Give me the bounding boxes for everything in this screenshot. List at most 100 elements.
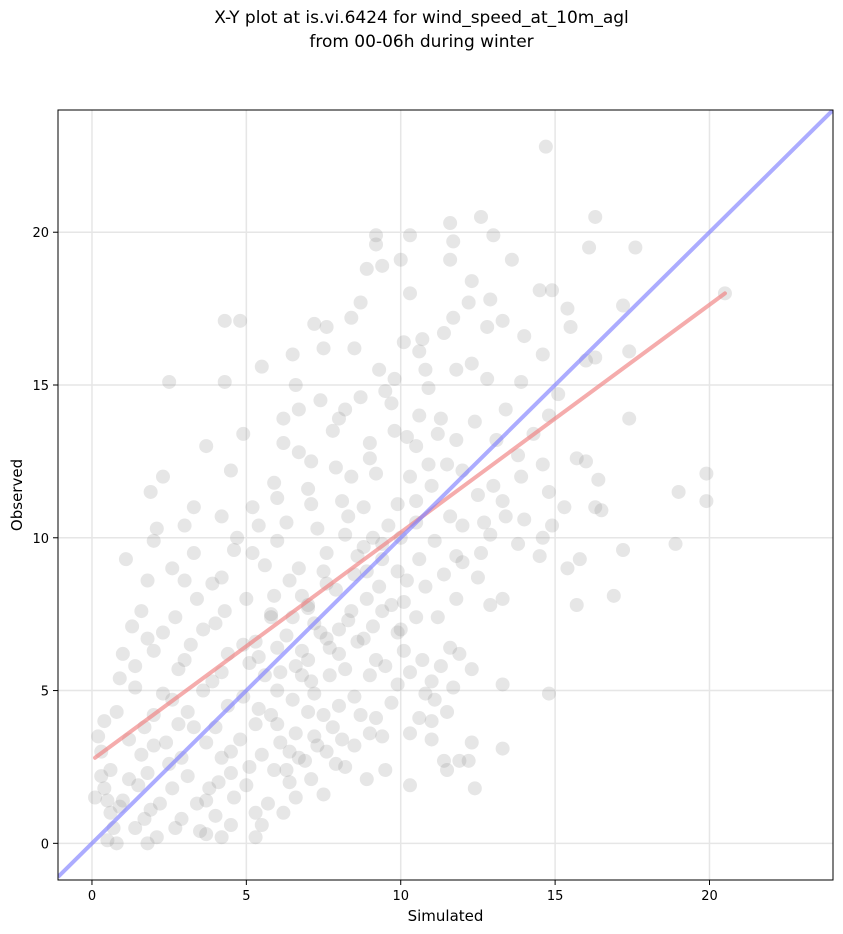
data-point [267, 763, 281, 777]
data-point [119, 552, 133, 566]
data-point [480, 372, 494, 386]
data-point [171, 717, 185, 731]
data-point [326, 720, 340, 734]
data-point [514, 470, 528, 484]
data-point [514, 375, 528, 389]
data-point [564, 320, 578, 334]
data-point [422, 457, 436, 471]
y-tick-label: 15 [32, 379, 49, 394]
data-point [289, 378, 303, 392]
y-tick-label: 5 [41, 685, 49, 700]
data-point [403, 778, 417, 792]
data-point [360, 592, 374, 606]
data-point [249, 806, 263, 820]
data-point [542, 485, 556, 499]
data-point [255, 748, 269, 762]
data-point [344, 311, 358, 325]
data-point [588, 500, 602, 514]
data-point [415, 332, 429, 346]
data-point [357, 540, 371, 554]
data-point [239, 778, 253, 792]
data-point [437, 567, 451, 581]
data-point [542, 687, 556, 701]
data-point [354, 708, 368, 722]
data-point [471, 488, 485, 502]
data-point [412, 711, 426, 725]
data-point [588, 210, 602, 224]
data-point [261, 797, 275, 811]
data-point [97, 714, 111, 728]
data-point [301, 482, 315, 496]
data-point [181, 769, 195, 783]
data-point [443, 509, 457, 523]
data-point [116, 647, 130, 661]
data-point [224, 766, 238, 780]
data-point [178, 519, 192, 533]
data-point [196, 622, 210, 636]
data-point [437, 326, 451, 340]
data-point [227, 543, 241, 557]
data-point [616, 543, 630, 557]
data-point [474, 210, 488, 224]
data-point [110, 705, 124, 719]
data-point [178, 574, 192, 588]
data-point [378, 763, 392, 777]
data-point [218, 314, 232, 328]
data-point [335, 494, 349, 508]
data-point [511, 537, 525, 551]
data-point [320, 745, 334, 759]
data-point [156, 470, 170, 484]
data-point [397, 595, 411, 609]
data-point [332, 622, 346, 636]
data-point [187, 720, 201, 734]
data-point [335, 732, 349, 746]
data-point [205, 577, 219, 591]
data-point [320, 632, 334, 646]
data-point [279, 629, 293, 643]
data-point [150, 522, 164, 536]
data-point [517, 329, 531, 343]
data-point [607, 589, 621, 603]
data-point [91, 729, 105, 743]
data-point [415, 653, 429, 667]
data-point [474, 546, 488, 560]
data-point [347, 341, 361, 355]
data-point [468, 781, 482, 795]
data-point [412, 552, 426, 566]
data-point [224, 464, 238, 478]
data-point [699, 467, 713, 481]
data-point [446, 681, 460, 695]
data-point [317, 787, 331, 801]
data-point [560, 302, 574, 316]
data-point [338, 528, 352, 542]
data-point [233, 314, 247, 328]
data-point [397, 644, 411, 658]
data-point [375, 729, 389, 743]
data-point [187, 500, 201, 514]
data-point [122, 772, 136, 786]
data-point [536, 457, 550, 471]
data-point [499, 509, 513, 523]
data-point [557, 500, 571, 514]
data-point [199, 827, 213, 841]
data-point [378, 659, 392, 673]
data-point [134, 748, 148, 762]
data-point [344, 604, 358, 618]
data-point [307, 317, 321, 331]
data-point [378, 384, 392, 398]
data-point [215, 830, 229, 844]
data-point [338, 760, 352, 774]
x-tick-label: 0 [88, 889, 96, 904]
data-point [304, 454, 318, 468]
data-point [391, 677, 405, 691]
data-point [570, 598, 584, 612]
data-point [384, 696, 398, 710]
data-point [283, 574, 297, 588]
data-point [431, 610, 445, 624]
data-point [384, 396, 398, 410]
data-point [165, 781, 179, 795]
data-point [301, 653, 315, 667]
y-tick-label: 10 [32, 532, 49, 547]
data-point [199, 794, 213, 808]
data-point [332, 699, 346, 713]
